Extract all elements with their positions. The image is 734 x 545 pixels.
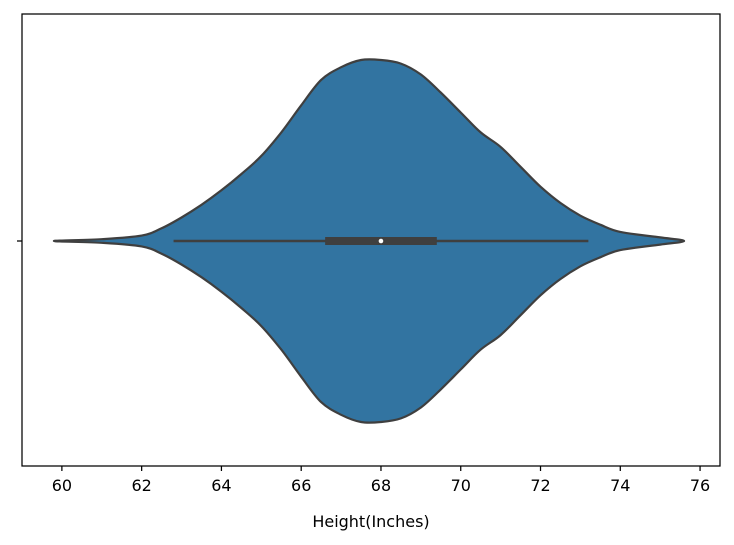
x-tick-label: 74	[610, 476, 630, 495]
x-tick-label: 70	[451, 476, 471, 495]
x-tick-label: 72	[530, 476, 550, 495]
x-tick-label: 66	[291, 476, 311, 495]
plot-frame	[21, 13, 721, 467]
x-ticks: 60 62 64 66 68 70 72 74 76	[52, 466, 710, 495]
median-marker	[378, 238, 384, 244]
x-tick-label: 64	[211, 476, 231, 495]
x-tick-label: 68	[371, 476, 391, 495]
x-tick-label: 62	[131, 476, 151, 495]
box-layer	[173, 237, 589, 245]
x-axis-title: Height(Inches)	[312, 512, 429, 531]
x-tick-label: 60	[52, 476, 72, 495]
x-tick-label: 76	[690, 476, 710, 495]
